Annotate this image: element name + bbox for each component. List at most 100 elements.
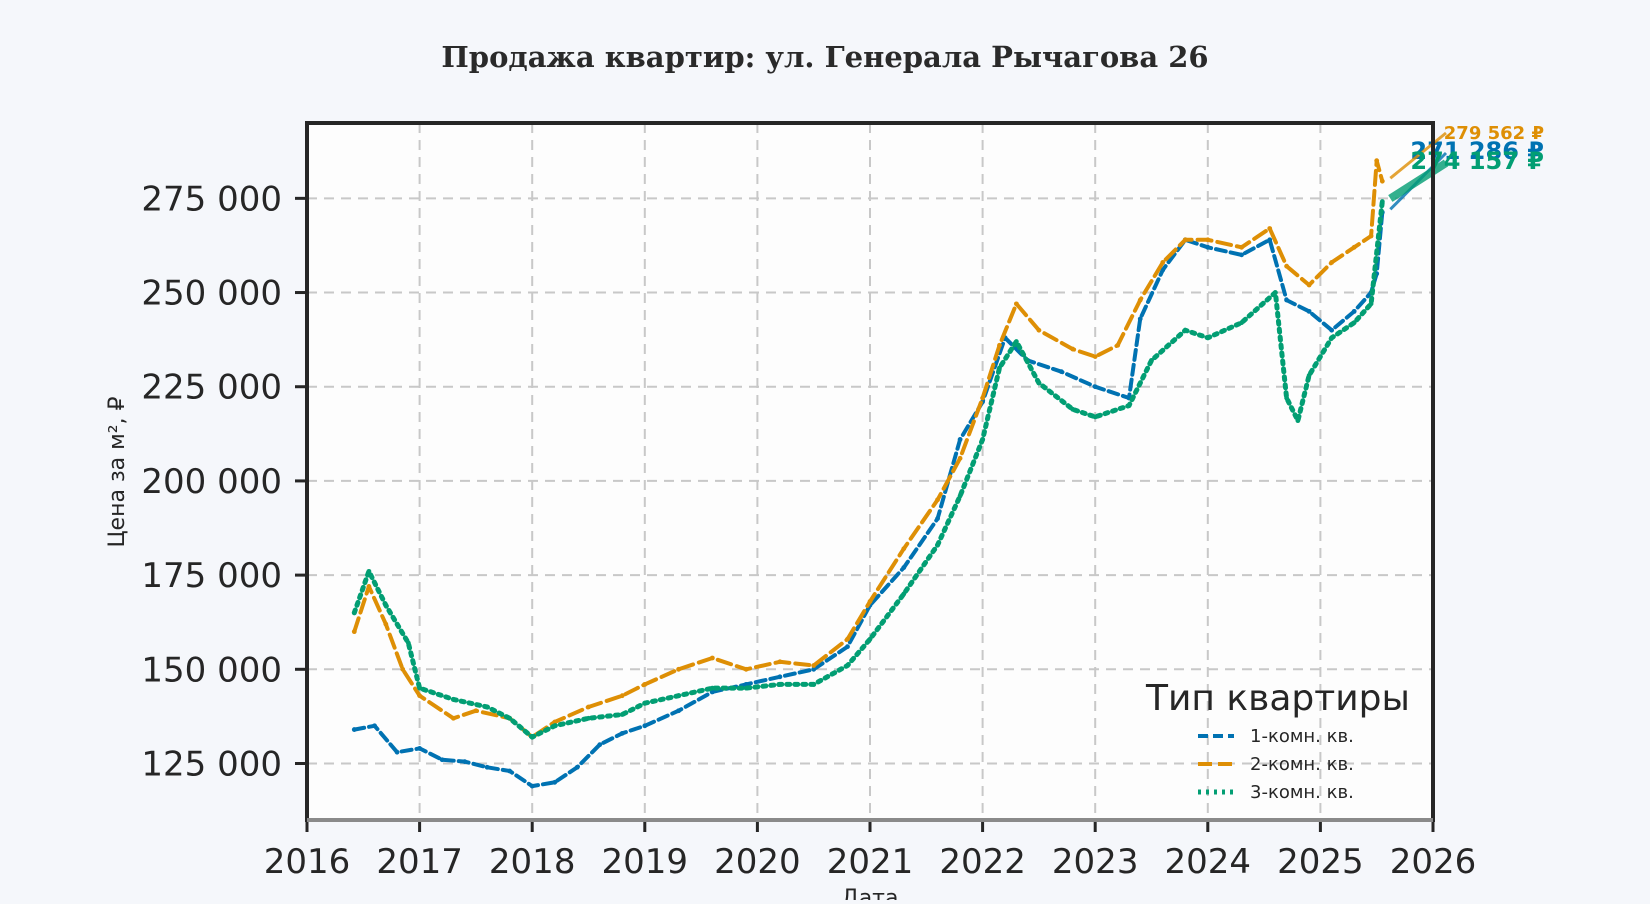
data-point: [1205, 335, 1211, 341]
data-point: [586, 704, 591, 710]
data-point: [1059, 369, 1064, 375]
data-point: [1351, 320, 1357, 326]
data-point: [1115, 342, 1121, 348]
data-point: [957, 493, 963, 499]
data-point: [473, 708, 479, 714]
data-point: [439, 757, 445, 763]
series-end-label: 274 157 ₽: [1410, 147, 1544, 175]
data-point: [642, 700, 648, 706]
data-point: [1379, 178, 1385, 184]
data-point: [777, 659, 783, 665]
data-point: [1126, 403, 1132, 408]
data-point: [1036, 327, 1042, 333]
data-point: [1182, 327, 1188, 333]
y-tick-label: 225 000: [141, 368, 282, 408]
data-point: [400, 666, 406, 672]
data-point: [901, 546, 907, 552]
data-point: [1070, 346, 1076, 352]
data-point: [417, 693, 422, 699]
x-tick-label: 2024: [1165, 842, 1252, 882]
y-tick-label: 150 000: [141, 650, 282, 690]
data-point: [1239, 252, 1244, 258]
data-point: [1295, 418, 1301, 424]
x-tick-label: 2026: [1390, 842, 1477, 882]
legend-label: 1-комн. кв.: [1250, 726, 1354, 747]
data-point: [1306, 308, 1312, 314]
x-tick-label: 2018: [489, 842, 576, 882]
data-point: [366, 584, 372, 589]
data-point: [1267, 237, 1273, 243]
data-point: [1160, 267, 1166, 273]
data-point: [1013, 339, 1019, 344]
y-tick-label: 175 000: [141, 556, 282, 596]
data-point: [811, 666, 817, 672]
x-tick-label: 2023: [1052, 842, 1139, 882]
data-point: [1149, 357, 1154, 363]
data-point: [351, 610, 357, 616]
legend-title: Тип квартиры: [1145, 678, 1410, 719]
data-point: [529, 734, 535, 740]
data-point: [811, 681, 817, 687]
x-tick-label: 2025: [1277, 842, 1364, 882]
series-line-3: [351, 199, 1385, 740]
data-point: [462, 759, 468, 765]
x-tick-label: 2016: [264, 842, 351, 882]
data-point: [1092, 414, 1098, 420]
data-point: [1379, 199, 1385, 204]
x-tick-label: 2017: [376, 842, 463, 882]
data-point: [1306, 373, 1312, 378]
data-point: [1351, 308, 1357, 314]
data-point: [507, 768, 513, 774]
data-point: [743, 666, 749, 672]
data-point: [552, 723, 558, 729]
data-point: [1182, 237, 1188, 243]
data-point: [351, 629, 357, 635]
x-tick-label: 2020: [714, 842, 801, 882]
data-point: [980, 395, 985, 401]
legend-label: 3-комн. кв.: [1250, 782, 1354, 803]
data-point: [574, 764, 580, 770]
data-point: [1036, 380, 1042, 386]
data-point: [383, 621, 389, 627]
data-point: [845, 644, 850, 650]
data-point: [935, 542, 940, 548]
series-lines: [351, 158, 1385, 789]
data-point: [1306, 282, 1312, 288]
data-point: [405, 640, 411, 646]
data-point: [957, 437, 963, 442]
data-point: [709, 685, 715, 691]
end-label-arrow: [1388, 159, 1449, 202]
data-point: [997, 365, 1002, 371]
data-point: [619, 730, 625, 736]
data-point: [1013, 301, 1019, 307]
chart-title: Продажа квартир: ул. Генерала Рычагова 2…: [441, 40, 1208, 74]
data-point: [1160, 260, 1166, 265]
x-tick-label: 2021: [827, 842, 914, 882]
data-point: [997, 342, 1002, 348]
y-tick-label: 250 000: [141, 274, 282, 314]
data-point: [676, 666, 681, 672]
data-point: [1368, 233, 1374, 239]
y-axis-label: Цена за м², ₽: [105, 396, 130, 547]
data-point: [901, 591, 907, 597]
data-point: [1092, 354, 1098, 359]
data-point: [1351, 244, 1357, 250]
data-point: [383, 602, 389, 608]
data-point: [394, 749, 400, 755]
data-point: [529, 783, 535, 789]
data-point: [1137, 316, 1143, 322]
x-tick-label: 2022: [939, 842, 1026, 882]
legend-label: 2-комн. кв.: [1250, 754, 1354, 775]
data-point: [1284, 297, 1290, 303]
data-point: [1374, 158, 1380, 164]
data-point: [1205, 237, 1211, 243]
x-tick-label: 2019: [602, 842, 689, 882]
data-point: [867, 636, 873, 642]
data-point: [1329, 327, 1335, 333]
data-point: [1205, 244, 1211, 250]
data-point: [450, 697, 456, 702]
data-point: [1092, 384, 1098, 390]
data-point: [351, 727, 357, 732]
x-axis-label: Дата: [842, 886, 899, 900]
